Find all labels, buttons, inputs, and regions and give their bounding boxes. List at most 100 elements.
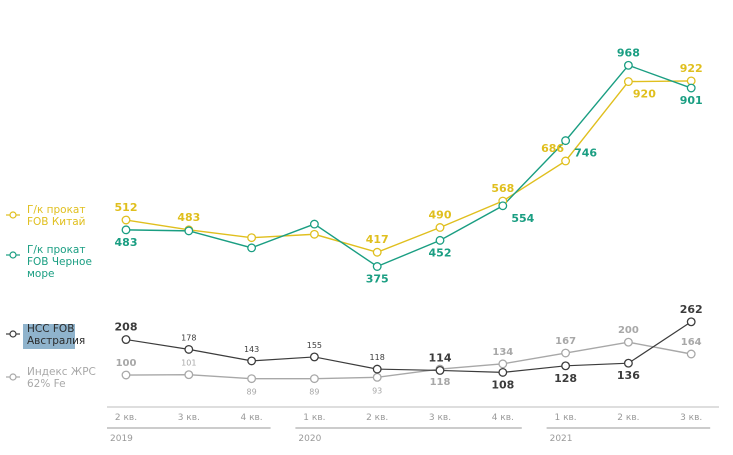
data-point [686,349,696,359]
tick-label: 2 кв. [115,413,137,423]
data-point [623,60,633,70]
data-label: 128 [554,372,577,385]
data-point [561,136,571,146]
data-point [372,372,382,382]
data-label: 922 [680,62,703,75]
data-label: 568 [491,182,514,195]
data-point [121,225,131,235]
data-label: 483 [115,236,138,249]
legend-highlight [23,324,75,349]
tick-label: 3 кв. [680,413,702,423]
data-point [435,223,445,232]
data-label: 89 [309,388,319,397]
legend-label: HCC FOB [27,323,74,335]
data-label: 143 [244,345,259,354]
data-label: 417 [366,233,389,246]
year-label: 2021 [550,434,573,444]
data-point [561,156,571,166]
series-line [125,80,692,253]
tick-label: 3 кв. [178,413,200,423]
year-label: 2019 [110,434,133,444]
legend-marker [9,330,17,338]
series-line [125,341,692,380]
tick-label: 2 кв. [617,413,639,423]
data-point [498,367,508,377]
data-label: 167 [555,336,576,347]
legend-label: FOB Китай [27,216,86,228]
legend-label: Г/к прокат [27,244,85,256]
data-point [435,365,445,375]
data-point [184,344,194,354]
legend-marker [9,251,17,259]
data-point [686,317,696,327]
data-label: 93 [372,386,382,395]
data-point [498,201,508,211]
tick-label: 3 кв. [429,413,451,423]
data-label: 901 [680,94,703,107]
legend-marker [9,373,17,381]
tick-label: 1 кв. [303,413,325,423]
legend-label: море [27,268,54,280]
data-label: 155 [307,341,322,350]
data-label: 554 [511,212,534,225]
series-line [125,321,692,374]
data-point [309,219,319,229]
data-point [184,370,194,380]
data-point [309,229,319,239]
data-label: 452 [429,246,452,259]
data-point [247,243,257,253]
data-labels: 100 101 89 89 93 118 134 167 200 164 208 178 143 155 1… [115,46,703,396]
data-point [372,364,382,374]
data-point [623,77,633,87]
year-label: 2020 [298,434,321,444]
data-label: 968 [617,46,640,59]
legend-label: Австралия [27,335,85,347]
legend-label: Г/к прокат [27,204,85,216]
data-point [309,352,319,362]
data-label: 490 [429,208,452,221]
data-point [686,76,696,86]
data-point [498,359,508,369]
data-label: 136 [617,369,640,382]
tick-label: 4 кв. [240,413,262,423]
data-point [184,226,194,236]
tick-label: 4 кв. [492,413,514,423]
data-label: 686 [541,142,564,155]
data-point [121,370,131,380]
data-label: 108 [491,378,514,391]
data-label: 89 [247,388,257,397]
data-label: 483 [177,211,200,224]
data-label: 164 [681,337,702,348]
data-label: 512 [115,201,138,214]
data-point [435,235,445,245]
data-point [121,215,131,225]
data-point [686,83,696,93]
data-label: 920 [633,88,656,101]
data-label: 100 [116,358,137,369]
data-point [561,348,571,358]
data-point [121,335,131,344]
data-label: 208 [115,321,138,334]
data-label: 118 [430,377,451,388]
data-label: 200 [618,325,639,336]
data-point [623,358,633,368]
x-axis: 2 кв. 3 кв. 4 кв. 1 кв. 2 кв. 3 кв. 4 кв. 1 кв.… [107,406,719,444]
data-point [561,361,571,371]
data-label: 375 [366,273,389,286]
data-point [247,374,257,384]
data-point [247,233,257,243]
data-point [372,247,382,257]
legend-label: 62% Fe [27,378,66,390]
series-points [121,60,696,384]
data-label: 118 [370,353,385,362]
data-point [309,374,319,384]
data-label: 262 [680,303,703,316]
tick-label: 2 кв. [366,413,388,423]
legend-label: FOB Черное [27,256,92,268]
